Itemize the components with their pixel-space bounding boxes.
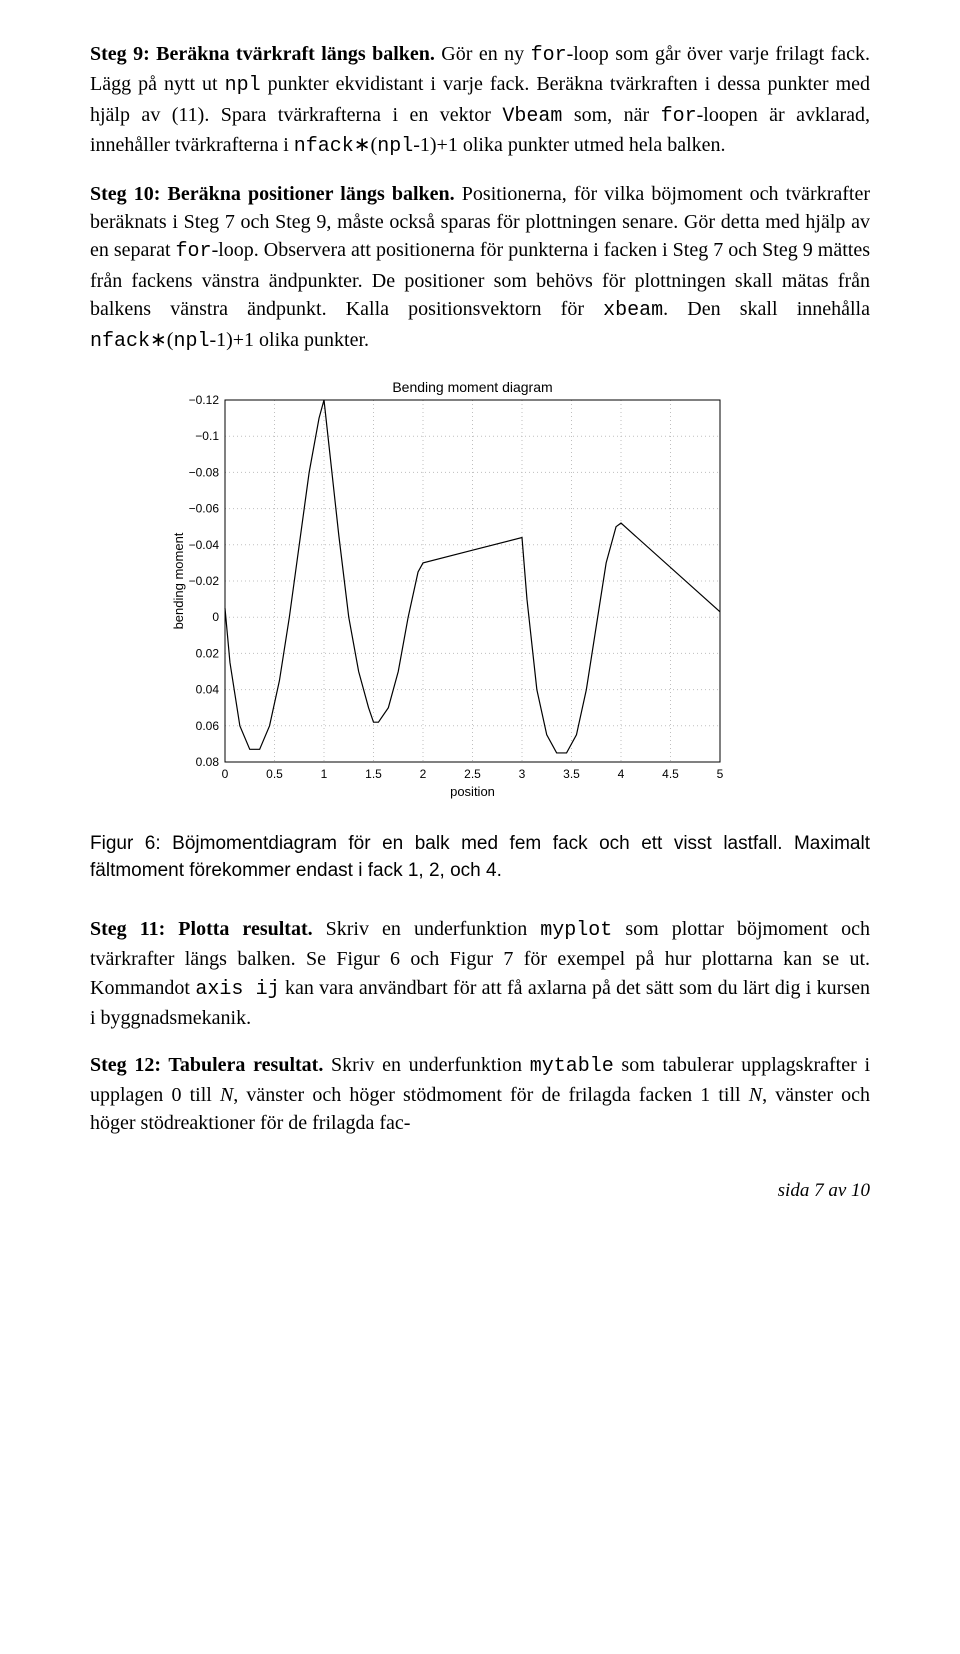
svg-text:4: 4 (618, 767, 625, 781)
svg-text:0.08: 0.08 (196, 755, 220, 769)
svg-text:1.5: 1.5 (365, 767, 382, 781)
svg-text:Bending moment diagram: Bending moment diagram (392, 379, 552, 395)
svg-text:−0.02: −0.02 (189, 574, 220, 588)
svg-text:4.5: 4.5 (662, 767, 679, 781)
svg-text:0: 0 (212, 610, 219, 624)
step-10-lead: Steg 10: Beräkna positioner längs balken… (90, 183, 455, 205)
step-12-lead: Steg 12: Tabulera resultat. (90, 1054, 323, 1076)
step-11-paragraph: Steg 11: Plotta resultat. Skriv en under… (90, 915, 870, 1033)
svg-text:3.5: 3.5 (563, 767, 580, 781)
svg-text:−0.06: −0.06 (189, 502, 220, 516)
step-11-lead: Steg 11: Plotta resultat. (90, 918, 313, 940)
step-12-paragraph: Steg 12: Tabulera resultat. Skriv en und… (90, 1051, 870, 1138)
svg-text:0.04: 0.04 (196, 683, 220, 697)
page-footer: sida 7 av 10 (90, 1178, 870, 1205)
step-9-paragraph: Steg 9: Beräkna tvärkraft längs balken. … (90, 40, 870, 162)
svg-text:0.02: 0.02 (196, 646, 220, 660)
svg-text:position: position (450, 784, 495, 799)
svg-text:0.06: 0.06 (196, 719, 220, 733)
svg-text:0.5: 0.5 (266, 767, 283, 781)
step-9-lead: Steg 9: Beräkna tvärkraft längs balken. (90, 43, 435, 65)
figure-6-caption: Figur 6: Böjmomentdiagram för en balk me… (90, 830, 870, 885)
chart-svg: 0 0.5 1 1.5 2 2.5 3 3.5 4 4.5 5 −0.12 −0.1 −0.08 −0.06… (170, 374, 730, 804)
svg-text:2.5: 2.5 (464, 767, 481, 781)
svg-text:−0.04: −0.04 (189, 538, 220, 552)
svg-text:−0.08: −0.08 (189, 465, 220, 479)
svg-text:1: 1 (321, 767, 328, 781)
svg-text:3: 3 (519, 767, 526, 781)
svg-text:0: 0 (222, 767, 229, 781)
step-10-paragraph: Steg 10: Beräkna positioner längs balken… (90, 180, 870, 356)
svg-text:−0.12: −0.12 (189, 393, 220, 407)
svg-text:2: 2 (420, 767, 427, 781)
svg-text:bending moment: bending moment (171, 532, 186, 629)
svg-text:5: 5 (717, 767, 724, 781)
bending-moment-chart: 0 0.5 1 1.5 2 2.5 3 3.5 4 4.5 5 −0.12 −0.1 −0.08 −0.06… (170, 374, 790, 804)
svg-text:−0.1: −0.1 (195, 429, 219, 443)
